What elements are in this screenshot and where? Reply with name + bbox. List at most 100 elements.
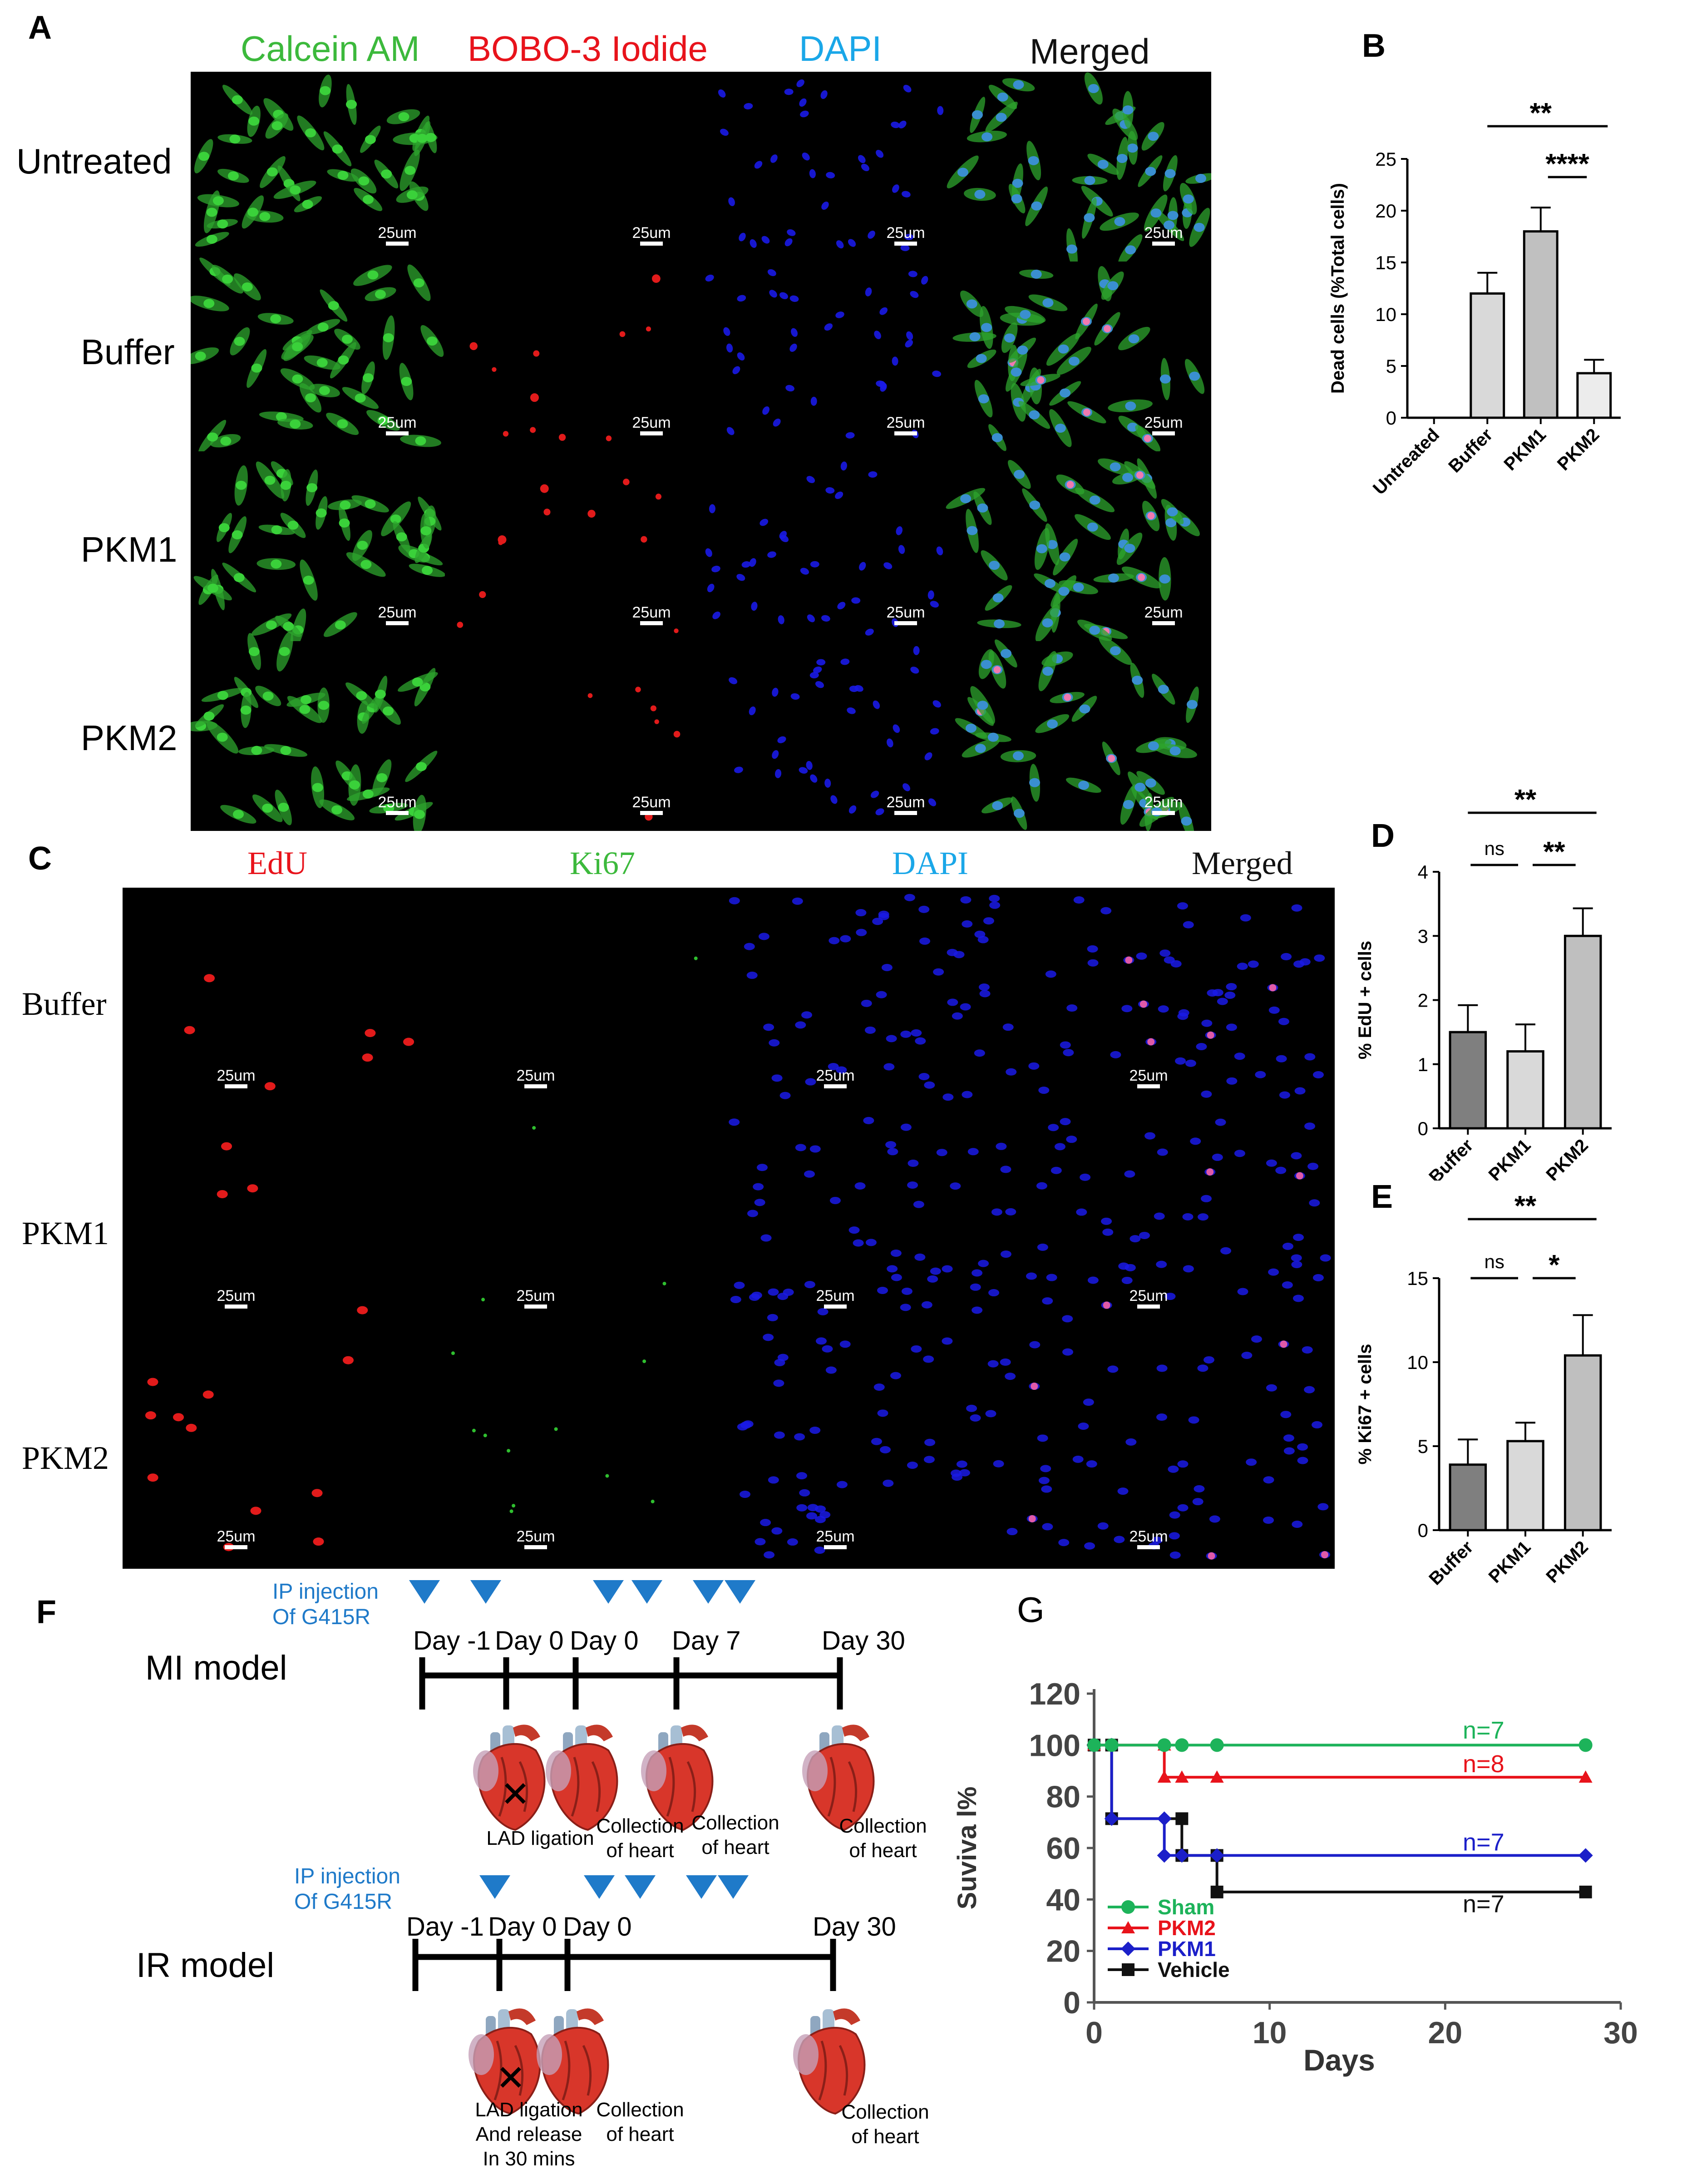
bar	[1564, 1354, 1602, 1532]
dapi-nucleus	[783, 1288, 794, 1296]
marker-square	[1122, 1963, 1134, 1976]
dapi-nucleus	[1304, 1386, 1315, 1393]
micrograph-tile: 25um	[1021, 1328, 1335, 1569]
dapi-nucleus	[774, 1431, 785, 1439]
dapi-nucleus	[771, 1527, 783, 1535]
injection-arrow	[479, 1875, 510, 1899]
dapi-nucleus	[1054, 1143, 1065, 1151]
cell-nucleus	[248, 647, 260, 656]
n-label: n=8	[1463, 1750, 1504, 1778]
dapi-nucleus	[824, 323, 833, 331]
marker-square	[1210, 1885, 1223, 1898]
dapi-nucleus	[769, 290, 777, 298]
dead-cell-nucleus	[457, 622, 464, 628]
cell-nucleus	[1012, 178, 1023, 188]
cell-nucleus	[992, 801, 1003, 810]
scale-bar	[225, 1545, 247, 1549]
cell-nucleus	[1128, 334, 1139, 344]
dapi-nucleus	[910, 667, 919, 674]
dapi-nucleus	[1157, 1148, 1168, 1156]
edu-nucleus	[264, 1082, 276, 1091]
cell-nucleus	[375, 290, 386, 299]
dapi-nucleus	[1283, 1447, 1295, 1455]
dapi-nucleus	[758, 933, 769, 940]
dapi-nucleus	[1084, 1542, 1095, 1550]
cell-nucleus	[1089, 495, 1100, 505]
scale-bar	[524, 1084, 547, 1088]
mi-caption: Collection of heart	[829, 1814, 937, 1863]
dapi-nucleus	[1263, 1476, 1274, 1484]
dapi-nucleus	[933, 968, 944, 976]
cell-nucleus	[305, 393, 316, 403]
dapi-nucleus	[906, 331, 913, 340]
scale-bar	[824, 1084, 847, 1088]
cell-nucleus	[305, 128, 316, 138]
cell-nucleus	[1047, 719, 1058, 729]
dapi-nucleus	[1130, 1235, 1141, 1243]
edu-nucleus	[313, 1537, 324, 1546]
panel-label-b: B	[1362, 28, 1386, 64]
cell-nucleus	[396, 532, 407, 542]
dead-cell-nucleus	[530, 427, 536, 433]
dapi-nucleus	[924, 752, 932, 761]
marker-circle	[1157, 1738, 1171, 1752]
row-label-untreated: Untreated	[16, 141, 172, 181]
dapi-nucleus	[1038, 1087, 1050, 1094]
dapi-nucleus	[1060, 1118, 1071, 1126]
cell-nucleus	[376, 773, 388, 782]
dapi-nucleus	[1000, 1166, 1011, 1173]
cell-nucleus	[203, 712, 215, 721]
dapi-nucleus	[1192, 1498, 1204, 1506]
y-tick-label: 20	[1046, 1934, 1080, 1969]
column-header-dapi: DAPI	[799, 29, 882, 69]
dapi-nucleus	[1234, 1150, 1245, 1157]
dapi-nucleus	[985, 1410, 996, 1418]
y-tick-label: 0	[1418, 1118, 1428, 1139]
n-label: n=7	[1463, 1717, 1504, 1744]
atrium	[546, 1750, 571, 1791]
dapi-nucleus	[1156, 1364, 1168, 1372]
dapi-nucleus	[1169, 1511, 1180, 1519]
merged-positive-cell	[1031, 1383, 1038, 1390]
atrium	[793, 2034, 819, 2075]
cell-nucleus	[1058, 587, 1070, 596]
y-axis-label: Dead cells (%Total cells)	[1328, 183, 1348, 394]
dapi-nucleus	[848, 805, 857, 814]
dapi-nucleus	[1046, 1274, 1057, 1281]
cell-nucleus	[1031, 201, 1042, 211]
cell-nucleus	[1125, 401, 1136, 411]
chart-b: 0 5 10 15 20 25 Dead cells (%Total cells) Untre…	[1328, 98, 1621, 499]
mi-caption-line: Collection	[596, 1815, 684, 1837]
dapi-nucleus	[779, 292, 788, 299]
dapi-nucleus	[1291, 1152, 1302, 1160]
dapi-nucleus	[821, 615, 830, 622]
y-tick-label: 40	[1046, 1883, 1080, 1917]
heart-illustration	[537, 2008, 609, 2115]
cell-nucleus	[1164, 220, 1175, 230]
scale-bar	[894, 242, 917, 246]
dapi-nucleus	[742, 1420, 754, 1428]
aortic-arch	[586, 1724, 613, 1741]
dapi-nucleus	[772, 750, 779, 759]
cell-nucleus	[1087, 522, 1098, 532]
cell-nucleus	[977, 503, 988, 513]
dapi-nucleus	[762, 406, 769, 415]
cell-nucleus	[248, 116, 260, 126]
dapi-nucleus	[815, 1337, 827, 1345]
cell-nucleus	[335, 620, 346, 630]
cell-nucleus	[417, 133, 428, 143]
dapi-nucleus	[1125, 1264, 1136, 1271]
atrium	[802, 1750, 828, 1791]
edu-nucleus	[173, 1413, 184, 1422]
dapi-nucleus	[911, 1029, 922, 1037]
scale-bar-label: 25um	[816, 1528, 854, 1545]
dapi-nucleus	[1209, 1515, 1220, 1523]
dapi-nucleus	[974, 1049, 985, 1057]
series-line	[1094, 1744, 1586, 1857]
cell-nucleus	[279, 647, 290, 656]
dapi-nucleus	[1164, 1293, 1176, 1300]
panel-label-a: A	[28, 10, 52, 46]
dapi-nucleus	[815, 1505, 826, 1513]
injection-arrow	[409, 1580, 440, 1604]
cell-nucleus	[280, 746, 291, 755]
